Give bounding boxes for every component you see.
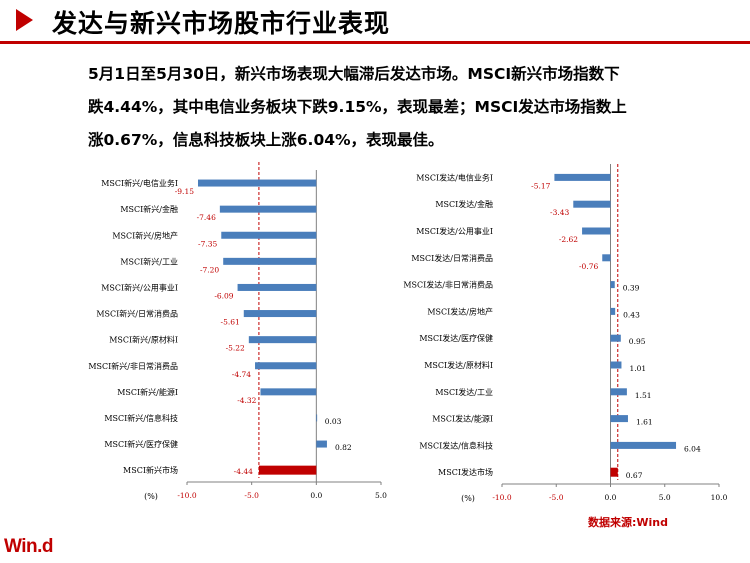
category-label: MSCI发达/电信业务Ⅰ [416, 172, 493, 182]
category-label: MSCI发达/非日常消费品 [403, 280, 493, 290]
category-label: MSCI新兴/能源Ⅰ [117, 387, 178, 397]
bar [248, 336, 317, 344]
x-tick-label: -10.0 [492, 493, 511, 502]
category-label: MSCI新兴/电信业务Ⅰ [101, 178, 178, 188]
bar [243, 310, 317, 318]
data-label: -9.15 [175, 187, 194, 196]
category-label: MSCI发达/日常消费品 [411, 253, 493, 263]
category-label: MSCI新兴/公用事业Ⅰ [101, 282, 178, 292]
x-axis-label: (%) [461, 494, 475, 503]
data-label: -7.35 [198, 239, 217, 248]
data-label: -7.20 [200, 265, 219, 274]
bar [554, 173, 611, 181]
x-tick-label: -5.0 [244, 491, 259, 500]
bar [610, 361, 622, 369]
data-label: 0.03 [325, 417, 342, 426]
bar [219, 205, 317, 213]
data-label: 1.51 [635, 391, 652, 400]
data-label: -0.76 [579, 262, 598, 271]
summary-line: 5月1日至5月30日，新兴市场表现大幅滞后发达市场。MSCI新兴市场指数下 [88, 65, 620, 83]
bar [223, 257, 317, 265]
category-label: MSCI发达市场 [438, 467, 493, 477]
bar [260, 388, 317, 396]
bar [610, 467, 618, 477]
x-tick-label: 0.0 [310, 491, 322, 500]
summary-line: 跌4.44%，其中电信业务板块下跌9.15%，表现最差；MSCI发达市场指数上 [88, 98, 627, 116]
bar [610, 441, 677, 449]
summary-line: 涨0.67%，信息科技板块上涨6.04%，表现最佳。 [88, 131, 444, 149]
category-label: MSCI发达/公用事业Ⅰ [416, 226, 493, 236]
data-label: -2.62 [559, 235, 578, 244]
category-label: MSCI新兴/信息科技 [104, 413, 178, 423]
bar [255, 362, 317, 370]
data-label: -4.32 [237, 396, 256, 405]
data-label: -3.43 [550, 208, 569, 217]
data-label: -4.74 [232, 370, 251, 379]
data-label: -5.22 [226, 344, 245, 353]
bar [237, 283, 317, 291]
data-label: 0.67 [626, 471, 643, 480]
category-label: MSCI新兴/医疗保健 [104, 439, 178, 449]
bar [316, 440, 327, 448]
x-tick-label: 5.0 [659, 493, 671, 502]
bar [610, 334, 621, 342]
category-label: MSCI发达/原材料Ⅰ [424, 360, 493, 370]
data-label: -5.61 [221, 318, 240, 327]
category-label: MSCI发达/房地产 [427, 306, 493, 316]
bar [258, 465, 317, 475]
data-label: 0.95 [629, 337, 646, 346]
bar [602, 254, 611, 262]
bar [316, 414, 318, 422]
data-label: -6.09 [214, 291, 233, 300]
bar [197, 179, 317, 187]
data-label: -4.44 [234, 467, 253, 476]
category-label: MSCI新兴/工业 [120, 256, 178, 266]
bar [582, 227, 611, 235]
category-label: MSCI发达/金融 [435, 199, 493, 209]
bar [610, 415, 628, 423]
bar [221, 231, 317, 239]
bar [610, 307, 616, 315]
data-label: 0.39 [623, 284, 640, 293]
bar [573, 200, 611, 208]
x-tick-label: -5.0 [549, 493, 564, 502]
bar [610, 281, 615, 289]
x-tick-label: 10.0 [711, 493, 728, 502]
summary-text: 5月1日至5月30日，新兴市场表现大幅滞后发达市场。MSCI新兴市场指数下 跌4… [88, 58, 728, 157]
arrow-icon [16, 9, 33, 31]
data-label: 1.61 [636, 418, 653, 427]
category-label: MSCI新兴/日常消费品 [96, 309, 178, 319]
wind-logo: Win.d [4, 536, 54, 557]
category-label: MSCI新兴/原材料Ⅰ [109, 335, 178, 345]
data-label: -5.17 [531, 181, 550, 190]
bar [610, 388, 627, 396]
data-label: 1.01 [629, 364, 646, 373]
data-source: 数据来源:Wind [588, 516, 669, 529]
page-title: 发达与新兴市场股市行业表现 [52, 9, 391, 38]
category-label: MSCI新兴/房地产 [112, 230, 178, 240]
category-label: MSCI新兴/金融 [120, 204, 178, 214]
category-label: MSCI新兴/非日常消费品 [88, 361, 178, 371]
category-label: MSCI新兴市场 [123, 465, 178, 475]
header-divider [0, 41, 750, 44]
x-tick-label: -10.0 [177, 491, 196, 500]
data-label: 0.82 [335, 443, 352, 452]
x-tick-label: 0.0 [605, 493, 617, 502]
category-label: MSCI发达/医疗保健 [419, 333, 493, 343]
category-label: MSCI发达/能源Ⅰ [432, 414, 493, 424]
category-label: MSCI发达/信息科技 [419, 440, 493, 450]
data-label: -7.46 [197, 213, 216, 222]
data-label: 6.04 [684, 444, 701, 453]
category-label: MSCI发达/工业 [435, 387, 493, 397]
data-label: 0.43 [623, 310, 640, 319]
x-axis-label: (%) [144, 492, 158, 501]
page-header: 发达与新兴市场股市行业表现 [0, 0, 750, 44]
x-tick-label: 5.0 [375, 491, 387, 500]
